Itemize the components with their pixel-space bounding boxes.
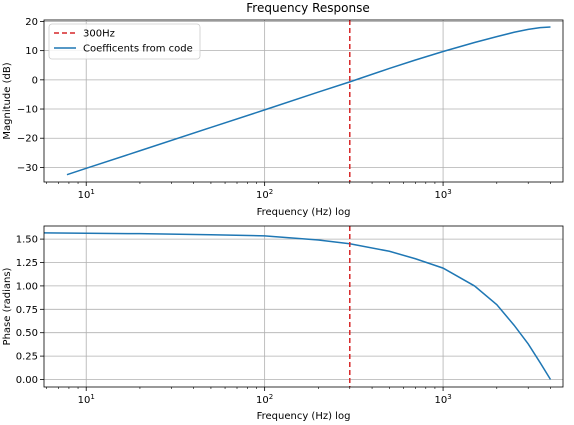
y-tick-label: 0.50	[16, 328, 38, 339]
x-axis-label: Frequency (Hz) log	[257, 207, 351, 218]
legend-label-300hz: 300Hz	[83, 29, 115, 40]
y-tick-label: 0.75	[16, 305, 38, 316]
axes-frame	[43, 225, 564, 388]
series-line	[66, 26, 551, 176]
y-tick-label: 1.25	[16, 258, 38, 269]
chart-title: Frequency Response	[246, 1, 369, 15]
y-axis-label: Phase (radians)	[2, 267, 13, 345]
y-tick-label: 0.00	[16, 375, 38, 386]
y-tick-label: 1.50	[16, 235, 38, 246]
legend-label-coefficients: Coefficents from code	[83, 44, 193, 55]
x-tick-label: 102	[256, 188, 273, 201]
x-axis-label: Frequency (Hz) log	[257, 411, 351, 422]
y-tick-label: −30	[17, 163, 38, 174]
y-tick-label: −20	[17, 134, 38, 145]
series-line	[43, 232, 552, 380]
y-tick-label: 10	[25, 46, 38, 57]
legend-box	[48, 23, 201, 60]
y-tick-label: −10	[17, 105, 38, 116]
y-tick-label: 0.25	[16, 352, 38, 363]
phase-plot: 101 102 103 1.50 1.25 1.00 0.75 0.50 0.25 0.00 Fre…	[2, 225, 564, 422]
axes-frame	[43, 19, 564, 183]
x-tick-label: 103	[434, 393, 451, 406]
x-tick-label: 101	[78, 393, 95, 406]
x-tick-label: 102	[256, 393, 273, 406]
magnitude-plot: 101 102 103 20 10 0 −10 −20 −30 Frequency (Hz) lo…	[2, 17, 564, 218]
x-tick-label: 101	[78, 188, 95, 201]
legend: 300Hz Coefficents from code	[48, 23, 201, 60]
y-tick-label: 1.00	[16, 281, 38, 292]
y-tick-label: 0	[32, 75, 38, 86]
y-axis-label: Magnitude (dB)	[2, 62, 13, 139]
x-tick-label: 103	[434, 188, 451, 201]
y-tick-label: 20	[25, 17, 38, 28]
